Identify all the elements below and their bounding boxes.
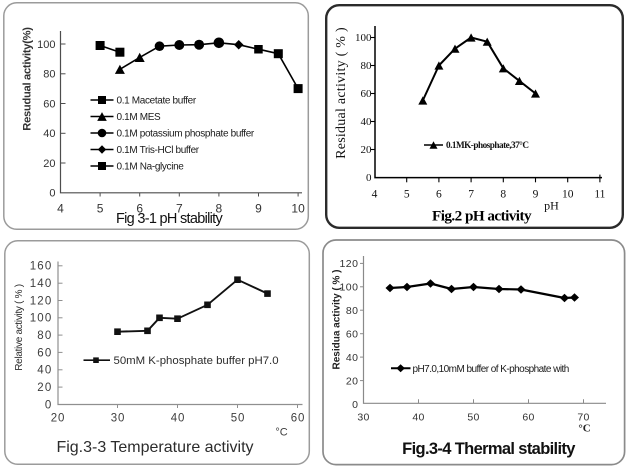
svg-text:0.1 Macetate buffer: 0.1 Macetate buffer [117, 96, 197, 107]
svg-text:80: 80 [43, 69, 55, 81]
svg-text:40: 40 [346, 352, 359, 364]
svg-text:4: 4 [372, 188, 378, 200]
svg-text:6: 6 [436, 188, 442, 200]
svg-text:pH7.0,10mM buffer of K-phospha: pH7.0,10mM buffer of K-phosphate with [413, 364, 569, 375]
svg-text:20: 20 [37, 382, 52, 394]
svg-text:60: 60 [361, 88, 373, 100]
svg-text:40: 40 [171, 413, 185, 425]
svg-text:10: 10 [562, 188, 574, 200]
svg-text:20: 20 [346, 375, 359, 387]
svg-text:80: 80 [37, 330, 52, 342]
svg-text:70: 70 [577, 412, 589, 424]
svg-text:Fig.3-3 Temperature activity: Fig.3-3 Temperature activity [56, 439, 253, 456]
svg-text:80: 80 [346, 305, 359, 317]
svg-text:60: 60 [346, 329, 359, 341]
svg-text:30: 30 [111, 413, 125, 425]
svg-text:100: 100 [355, 32, 372, 44]
svg-text:60: 60 [37, 347, 52, 359]
svg-text:8: 8 [500, 188, 506, 200]
svg-text:140: 140 [30, 278, 53, 290]
svg-text:0.1MK-phosphate,37°C: 0.1MK-phosphate,37°C [446, 140, 529, 150]
svg-text:0: 0 [49, 188, 55, 200]
svg-text:50: 50 [231, 413, 245, 425]
svg-text:°C: °C [275, 427, 287, 439]
svg-text:100: 100 [339, 282, 358, 294]
svg-text:7: 7 [176, 202, 183, 216]
svg-text:20: 20 [43, 158, 55, 170]
svg-text:40: 40 [43, 128, 55, 140]
svg-text:60: 60 [522, 412, 534, 424]
svg-text:Residual activity ( % ): Residual activity ( % ) [334, 27, 349, 159]
svg-text:50: 50 [467, 412, 479, 424]
svg-text:9: 9 [533, 188, 539, 200]
svg-text:20: 20 [361, 144, 373, 156]
svg-text:120: 120 [30, 295, 53, 307]
svg-text:Fig.2 pH activity: Fig.2 pH activity [432, 208, 532, 225]
svg-text:Relative activity ( % ): Relative activity ( % ) [14, 284, 25, 370]
svg-text:0.1M MES: 0.1M MES [117, 112, 162, 123]
svg-text:100: 100 [30, 313, 53, 325]
svg-text:0.1M Tris-HCl buffer: 0.1M Tris-HCl buffer [117, 145, 200, 156]
svg-text:5: 5 [404, 188, 410, 200]
svg-text:100: 100 [37, 39, 55, 51]
svg-text:6: 6 [136, 202, 143, 216]
svg-text:20: 20 [51, 413, 65, 425]
svg-text:30: 30 [357, 412, 369, 424]
svg-text:0.1M Na-glycine: 0.1M Na-glycine [117, 162, 185, 173]
svg-text:11: 11 [594, 188, 605, 200]
svg-text:Resudual activity(%): Resudual activity(%) [22, 27, 34, 131]
svg-text:80: 80 [361, 60, 373, 72]
svg-text:50mM K-phosphate buffer pH7.0: 50mM K-phosphate buffer pH7.0 [114, 355, 279, 367]
svg-text:40: 40 [37, 365, 52, 377]
svg-text:Fig.3-4 Thermal stability: Fig.3-4 Thermal stability [402, 440, 576, 458]
svg-text:60: 60 [43, 98, 55, 110]
svg-text:4: 4 [57, 202, 64, 216]
svg-text:°C: °C [578, 423, 590, 435]
svg-text:8: 8 [216, 202, 223, 216]
svg-text:160: 160 [30, 261, 53, 273]
svg-text:Residua activity ( % ): Residua activity ( % ) [332, 269, 343, 369]
svg-text:0: 0 [366, 172, 372, 184]
svg-text:7: 7 [468, 188, 474, 200]
svg-text:60: 60 [291, 413, 305, 425]
svg-text:0: 0 [45, 399, 53, 411]
svg-text:Fig 3-1 pH stability: Fig 3-1 pH stability [116, 211, 224, 227]
svg-text:10: 10 [291, 202, 305, 216]
svg-text:0.1M potassium phosphate buffe: 0.1M potassium phosphate buffer [117, 129, 255, 140]
svg-text:9: 9 [255, 202, 262, 216]
svg-text:5: 5 [97, 202, 104, 216]
svg-text:40: 40 [361, 116, 373, 128]
svg-text:pH: pH [544, 199, 559, 213]
svg-text:40: 40 [412, 412, 424, 424]
svg-text:120: 120 [339, 258, 358, 270]
svg-text:0: 0 [352, 399, 358, 411]
